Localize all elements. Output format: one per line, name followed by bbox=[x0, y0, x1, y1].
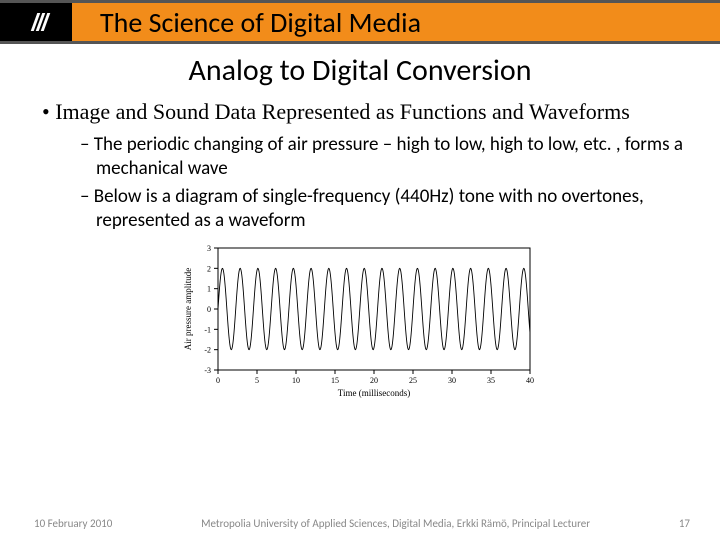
svg-text:0: 0 bbox=[207, 305, 211, 314]
header-title: The Science of Digital Media bbox=[100, 5, 421, 40]
svg-text:0: 0 bbox=[216, 376, 220, 385]
svg-text:35: 35 bbox=[487, 376, 495, 385]
svg-text:-3: -3 bbox=[204, 366, 211, 375]
svg-text:Air pressure amplitude: Air pressure amplitude bbox=[183, 268, 193, 350]
svg-text:15: 15 bbox=[331, 376, 339, 385]
sub-bullet-list: The periodic changing of air pressure – … bbox=[80, 133, 686, 232]
svg-text:10: 10 bbox=[292, 376, 300, 385]
footer-page-number: 17 bbox=[679, 517, 690, 530]
footer-institution: Metropolia University of Applied Science… bbox=[112, 517, 679, 530]
content-area: Image and Sound Data Represented as Func… bbox=[0, 99, 720, 400]
footer: 10 February 2010 Metropolia University o… bbox=[0, 517, 720, 530]
svg-text:20: 20 bbox=[370, 376, 378, 385]
svg-text:40: 40 bbox=[526, 376, 534, 385]
svg-text:1: 1 bbox=[207, 285, 211, 294]
page-subtitle: Analog to Digital Conversion bbox=[0, 52, 720, 89]
sub-bullet: The periodic changing of air pressure – … bbox=[80, 133, 686, 181]
waveform-chart: 0 5 10 15 20 25 30 35 40 -3 -2 -1 0 1 2 3 Time (millisec… bbox=[34, 240, 686, 400]
footer-date: 10 February 2010 bbox=[34, 517, 112, 530]
svg-text:-2: -2 bbox=[204, 346, 211, 355]
svg-text:30: 30 bbox=[448, 376, 456, 385]
main-bullet: Image and Sound Data Represented as Func… bbox=[42, 99, 686, 125]
svg-text:Time (milliseconds): Time (milliseconds) bbox=[338, 388, 410, 398]
svg-text:5: 5 bbox=[255, 376, 259, 385]
sub-bullet: Below is a diagram of single-frequency (… bbox=[80, 185, 686, 233]
header-bar: The Science of Digital Media bbox=[0, 0, 720, 44]
svg-text:3: 3 bbox=[207, 244, 211, 253]
svg-text:-1: -1 bbox=[204, 326, 211, 335]
logo bbox=[0, 3, 72, 41]
svg-text:25: 25 bbox=[409, 376, 417, 385]
svg-text:2: 2 bbox=[207, 265, 211, 274]
